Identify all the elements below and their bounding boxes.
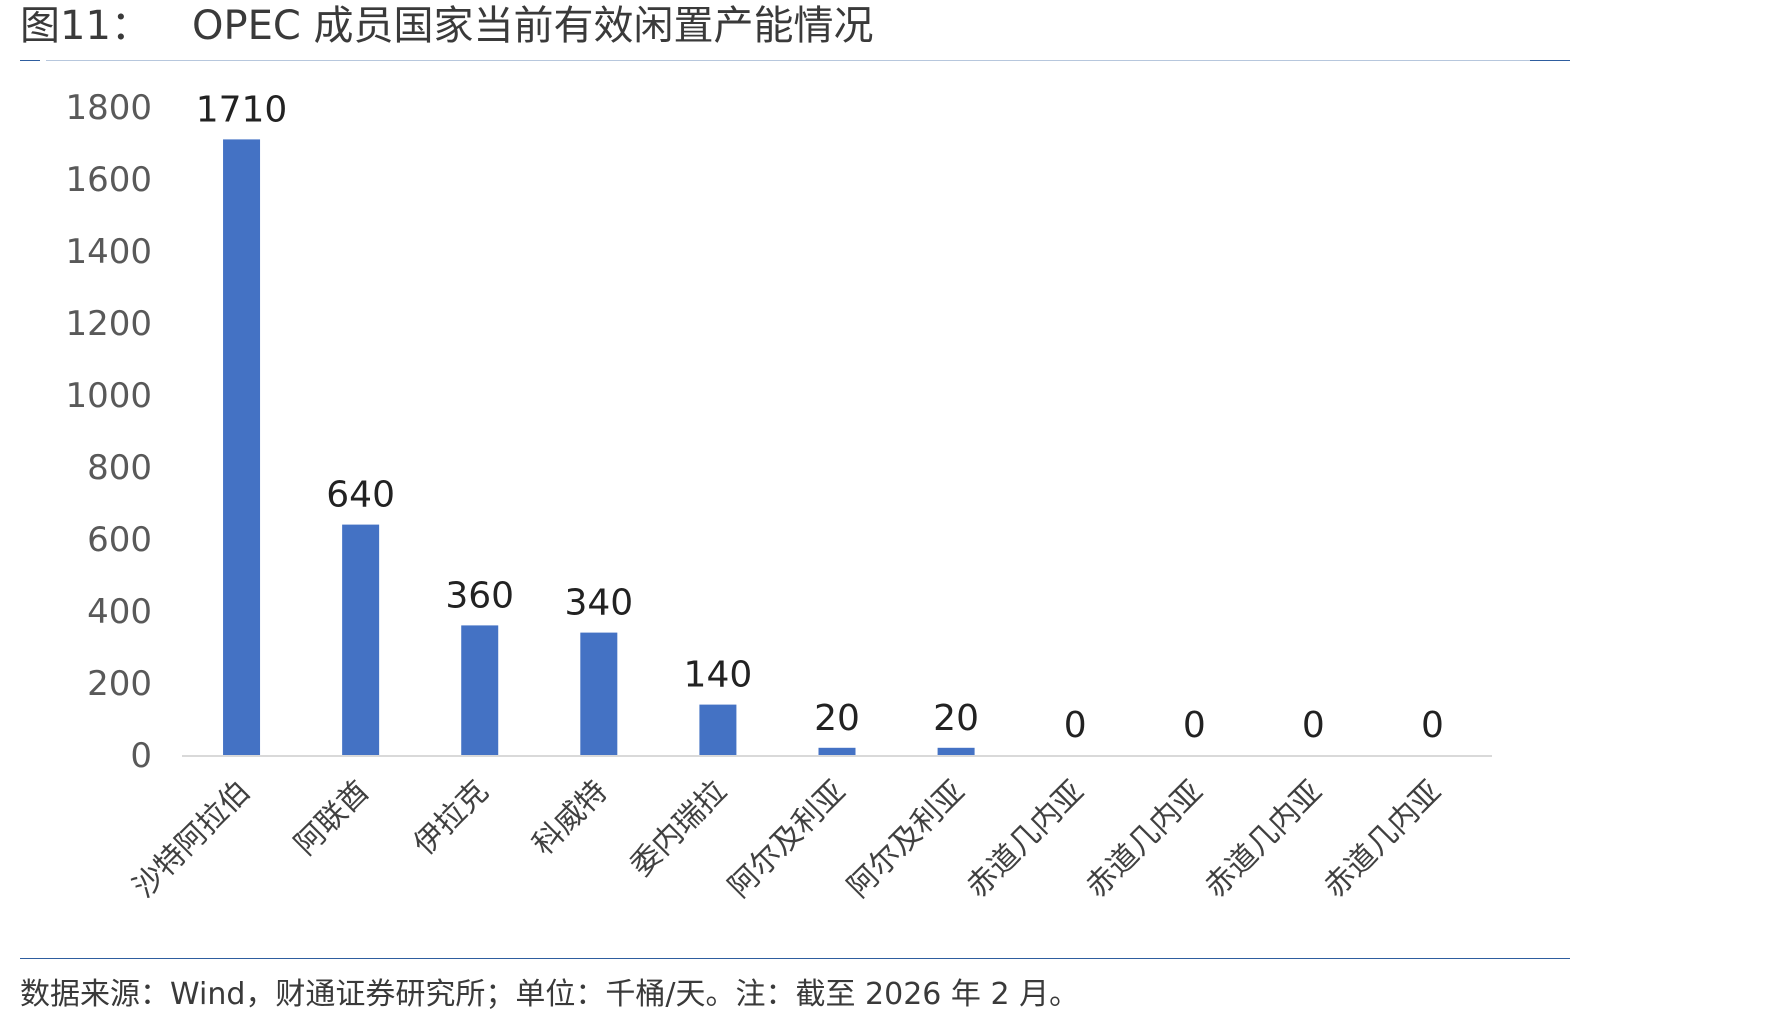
x-category-label: 伊拉克	[407, 774, 495, 862]
bar	[342, 524, 380, 755]
source-note: 数据来源：Wind，财通证券研究所；单位：千桶/天。注：截至 2026 年 2 …	[20, 977, 1080, 1012]
y-tick-label: 800	[87, 448, 152, 488]
data-label: 140	[684, 655, 753, 696]
x-category-label: 阿尔及利亚	[841, 774, 972, 905]
bar	[223, 139, 261, 755]
y-tick-label: 1400	[65, 232, 152, 272]
title-rule-right	[1530, 60, 1570, 61]
y-tick-label: 1200	[65, 304, 152, 344]
x-category-label: 阿联酋	[288, 774, 376, 862]
figure-title: 图11： OPEC 成员国家当前有效闲置产能情况	[20, 0, 874, 52]
x-category-label: 阿尔及利亚	[722, 774, 853, 905]
y-tick-label: 1600	[65, 160, 152, 200]
data-label: 360	[445, 575, 514, 616]
bar	[818, 747, 856, 755]
x-category-label: 赤道几内亚	[1317, 774, 1448, 905]
y-tick-label: 400	[87, 592, 152, 632]
data-label: 20	[933, 698, 979, 739]
figure-number: 图11：	[20, 3, 151, 49]
x-category-label: 赤道几内亚	[1198, 774, 1329, 905]
data-label: 0	[1183, 705, 1206, 746]
x-category-label: 沙特阿拉伯	[126, 774, 257, 905]
bar	[699, 704, 737, 755]
data-label: 20	[814, 698, 860, 739]
x-category-label: 赤道几内亚	[960, 774, 1091, 905]
y-tick-label: 600	[87, 520, 152, 560]
data-label: 340	[564, 583, 633, 624]
data-label: 640	[326, 475, 395, 516]
data-label: 0	[1421, 705, 1444, 746]
y-tick-label: 1800	[65, 88, 152, 128]
title-rule-left	[20, 60, 40, 61]
footer-rule	[20, 958, 1570, 959]
x-category-label: 委内瑞拉	[624, 774, 734, 884]
x-category-label: 赤道几内亚	[1079, 774, 1210, 905]
bar	[937, 747, 975, 755]
bar	[461, 625, 499, 755]
y-tick-label: 200	[87, 664, 152, 704]
bar	[580, 632, 618, 755]
figure-title-text: OPEC 成员国家当前有效闲置产能情况	[192, 3, 874, 49]
x-category-label: 科威特	[526, 774, 614, 862]
y-tick-label: 1000	[65, 376, 152, 416]
title-rule	[46, 60, 1556, 61]
data-label: 0	[1064, 705, 1087, 746]
data-label: 1710	[196, 89, 288, 130]
y-tick-label: 0	[130, 736, 152, 776]
data-label: 0	[1302, 705, 1325, 746]
